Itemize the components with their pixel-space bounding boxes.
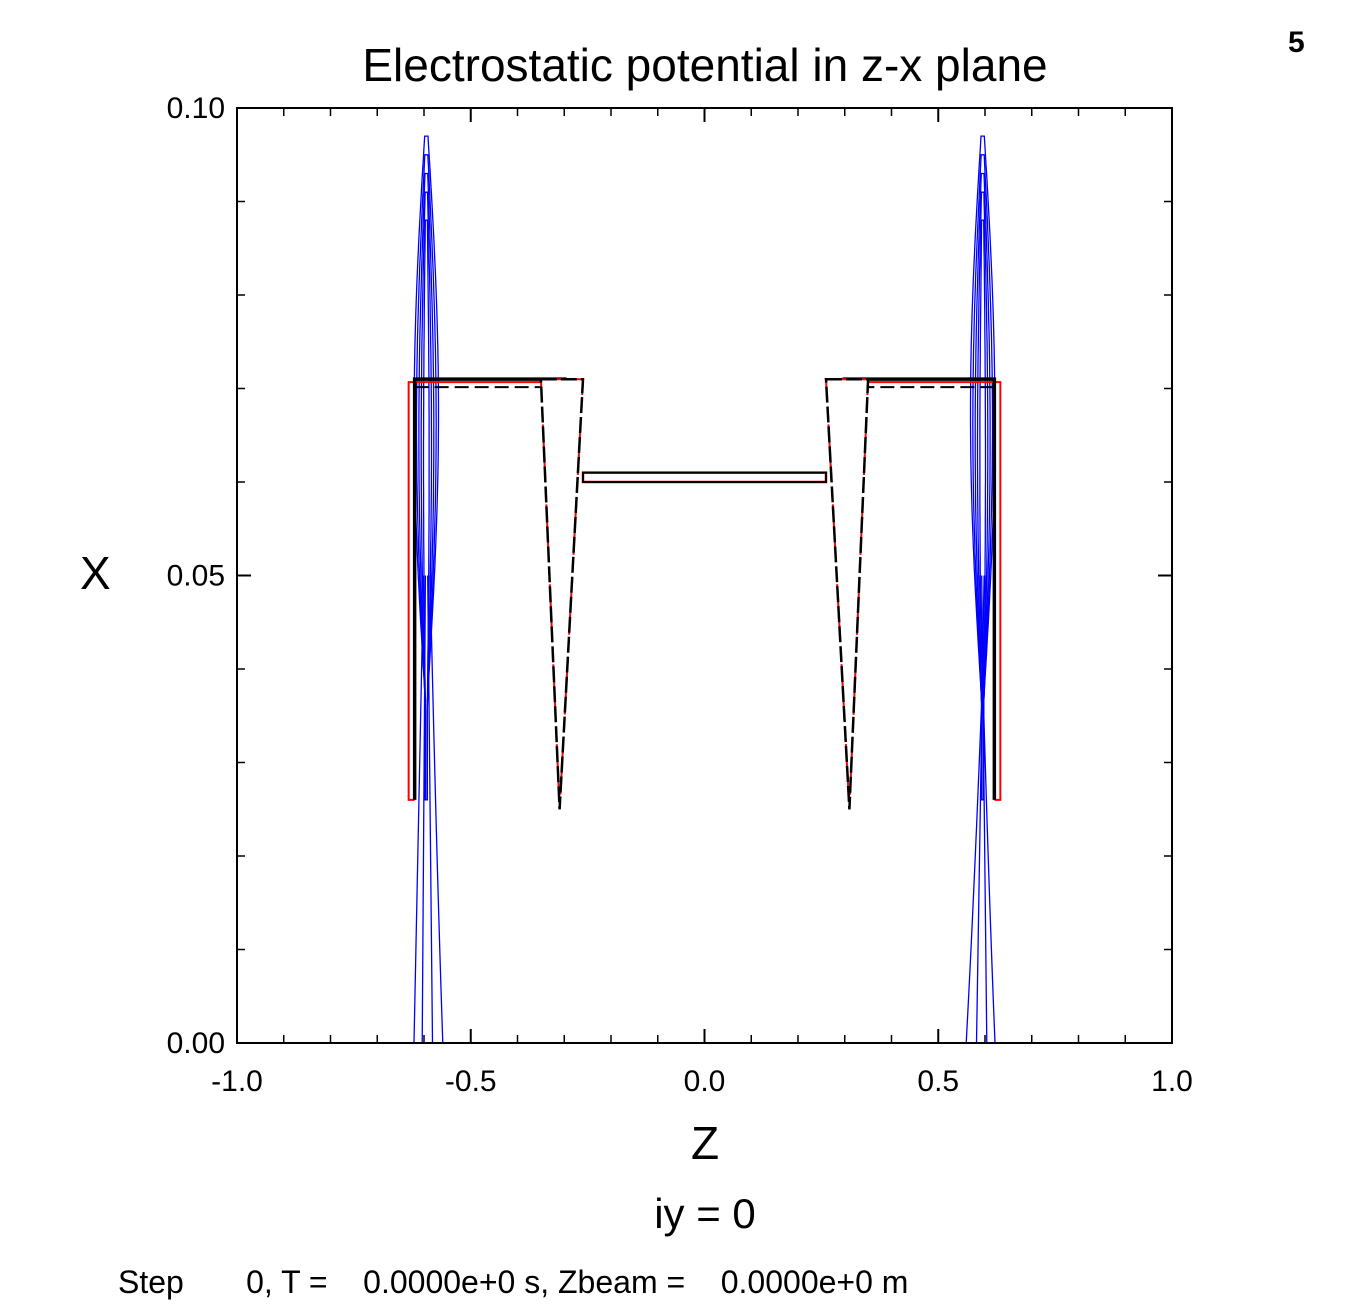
contour-line xyxy=(427,575,434,1044)
conductor xyxy=(824,377,870,810)
contour-loop xyxy=(420,191,433,801)
contour-lines xyxy=(413,135,996,1044)
y-tick-label: 0.00 xyxy=(167,1027,225,1060)
conductor-outline xyxy=(824,378,870,810)
contour-loop xyxy=(969,135,996,801)
frame-number: 5 xyxy=(1288,26,1305,59)
x-tick-label: 1.0 xyxy=(1151,1065,1193,1098)
conductor xyxy=(539,377,585,810)
x-tick-label: 0.0 xyxy=(684,1065,726,1098)
axes: -1.0 -0.5 0.0 0.5 1.0 0.00 0.05 0.10 xyxy=(167,92,1193,1098)
contour-line xyxy=(413,575,425,1044)
conductor-outline xyxy=(581,471,828,484)
y-tick-label: 0.10 xyxy=(167,92,225,125)
plot-frame xyxy=(236,107,1173,1044)
y-tick-label: 0.05 xyxy=(167,560,225,593)
contour-line xyxy=(965,575,988,1044)
conductor xyxy=(842,377,997,800)
conductor xyxy=(412,377,567,800)
chart-title: Electrostatic potential in z-x plane xyxy=(362,39,1048,91)
y-axis-label: X xyxy=(80,547,111,599)
contour-loop xyxy=(413,135,440,801)
conductors xyxy=(407,377,1002,810)
conductor-outline xyxy=(407,381,567,801)
x-tick-label: 0.5 xyxy=(917,1065,959,1098)
conductor xyxy=(582,471,827,483)
step-footer: Step 0, T = 0.0000e+0 s, Zbeam = 0.0000e… xyxy=(118,1264,909,1300)
x-tick-label: -1.0 xyxy=(211,1065,263,1098)
conductor-outline xyxy=(842,381,1002,801)
plot-subtitle: iy = 0 xyxy=(654,1190,756,1237)
x-tick-label: -0.5 xyxy=(445,1065,497,1098)
contour-line xyxy=(421,575,427,1044)
contour-line xyxy=(429,575,444,1044)
x-axis-label: Z xyxy=(690,1117,720,1169)
